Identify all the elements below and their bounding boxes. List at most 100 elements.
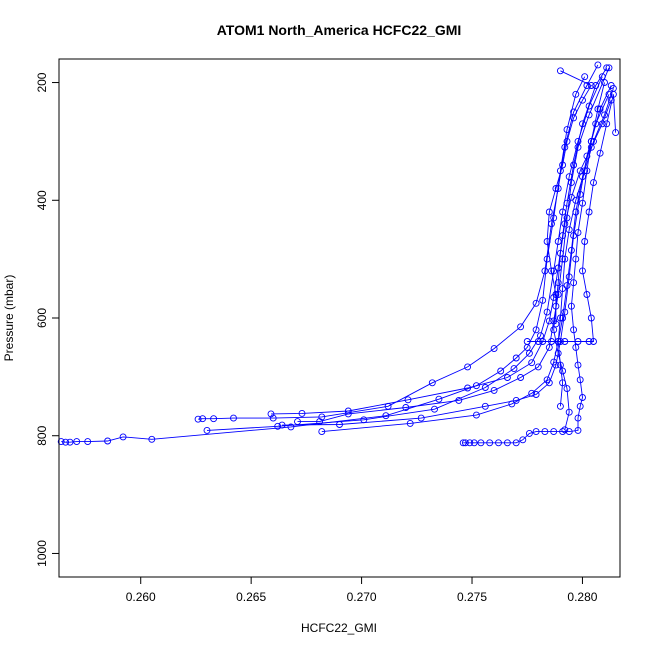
data-point	[486, 439, 494, 447]
series-line	[198, 64, 599, 420]
data-point	[528, 389, 536, 397]
chart-title: ATOM1 North_America HCFC22_GMI	[217, 22, 462, 38]
data-point	[472, 411, 480, 419]
data-point	[528, 359, 536, 367]
data-point	[596, 149, 604, 157]
data-point	[559, 285, 567, 293]
data-point	[556, 249, 564, 257]
data-point	[583, 82, 591, 89]
data-point	[472, 382, 480, 390]
data-point	[561, 143, 569, 151]
x-tick-label: 0.275	[457, 590, 487, 604]
data-point	[543, 308, 551, 316]
data-point	[609, 84, 617, 92]
data-point	[583, 291, 591, 298]
data-point	[274, 422, 282, 430]
data-point	[576, 376, 584, 384]
plot-area	[57, 61, 620, 447]
data-point	[585, 111, 593, 119]
data-point	[554, 349, 562, 357]
data-point	[565, 428, 573, 436]
series-line	[527, 94, 617, 342]
data-point	[550, 358, 558, 366]
series-line	[553, 100, 612, 430]
data-point	[497, 367, 505, 375]
data-point	[574, 361, 582, 369]
data-point	[503, 374, 511, 381]
data-point	[84, 438, 92, 446]
data-point	[194, 415, 202, 423]
data-point	[537, 332, 544, 340]
data-point	[579, 267, 586, 275]
data-point	[563, 137, 571, 145]
data-point	[585, 208, 593, 216]
data-point	[567, 179, 575, 187]
data-point	[587, 143, 595, 151]
data-point	[579, 199, 586, 207]
data-point	[490, 386, 498, 394]
data-point	[552, 291, 560, 298]
data-point	[459, 439, 467, 447]
data-point	[532, 428, 540, 436]
data-point	[565, 226, 573, 234]
data-point	[559, 367, 567, 375]
data-point	[561, 426, 569, 434]
data-point	[230, 414, 237, 422]
data-point	[532, 299, 540, 307]
series-4	[267, 64, 611, 418]
data-point	[581, 238, 589, 245]
data-point	[579, 394, 586, 401]
x-tick-label: 0.280	[567, 590, 597, 604]
data-point	[567, 193, 575, 201]
data-point	[559, 314, 567, 322]
data-point	[605, 64, 613, 72]
data-point	[548, 267, 555, 275]
y-axis: 200 400 600 800 1000	[35, 72, 60, 567]
data-point	[559, 161, 567, 169]
data-point	[545, 208, 553, 216]
data-point	[466, 439, 474, 447]
data-point	[517, 323, 525, 331]
data-point	[62, 438, 70, 446]
data-point	[556, 402, 564, 410]
y-tick-label: 200	[35, 72, 49, 92]
data-point	[570, 326, 578, 334]
data-point	[585, 102, 593, 110]
x-tick-label: 0.270	[347, 590, 377, 604]
data-point	[554, 279, 562, 287]
data-point	[550, 428, 558, 436]
data-point	[481, 384, 489, 391]
data-point	[563, 385, 571, 393]
data-point	[572, 255, 580, 263]
data-point	[594, 61, 602, 69]
data-point	[598, 120, 606, 128]
data-point	[596, 105, 604, 113]
data-point	[278, 421, 286, 429]
data-point	[565, 273, 573, 281]
data-point	[519, 436, 527, 444]
data-point	[541, 267, 549, 275]
data-point	[550, 214, 558, 222]
data-point	[574, 143, 582, 151]
data-point	[570, 279, 578, 287]
data-point	[503, 439, 511, 447]
data-point	[605, 90, 613, 98]
data-point	[579, 173, 586, 181]
data-point	[269, 414, 277, 422]
data-point	[431, 405, 438, 413]
data-point	[581, 167, 589, 175]
data-point	[512, 439, 520, 447]
data-point	[510, 365, 518, 373]
data-point	[406, 419, 414, 427]
series-2	[194, 61, 602, 423]
data-point	[565, 408, 573, 416]
data-point	[567, 302, 575, 310]
data-point	[574, 338, 582, 345]
data-point	[574, 426, 582, 434]
data-point	[464, 384, 472, 392]
data-point	[104, 437, 112, 445]
data-point	[461, 439, 469, 447]
data-point	[561, 255, 569, 263]
data-point	[318, 428, 326, 436]
